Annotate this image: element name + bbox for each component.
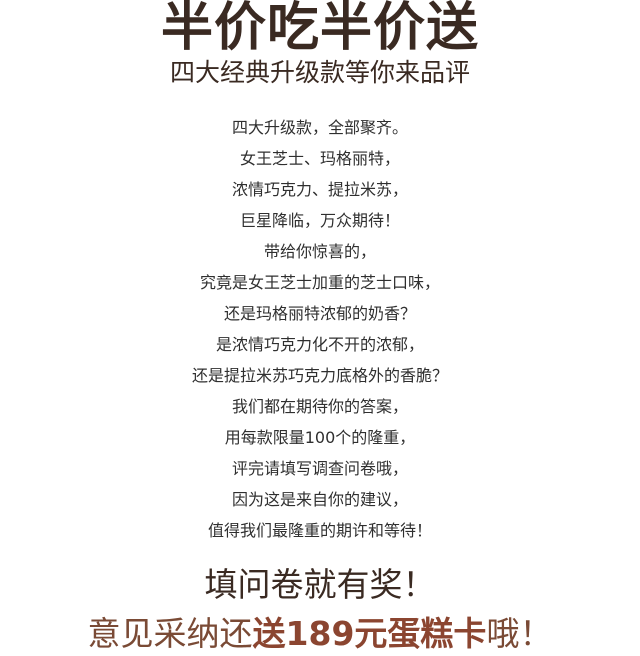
reward-line: 意见采纳还送189元蛋糕卡哦！	[0, 612, 640, 656]
page-title: 半价吃半价送	[160, 0, 479, 58]
body-line: 带给你惊喜的，	[263, 242, 376, 261]
body-line: 还是玛格丽特浓郁的奶香？	[223, 304, 416, 323]
reward-highlight: 送189元蛋糕卡	[252, 614, 487, 653]
survey-reward-heading: 填问卷就有奖！	[204, 565, 436, 604]
body-line: 我们都在期待你的答案，	[231, 397, 408, 416]
body-line: 值得我们最隆重的期许和等待！	[207, 521, 432, 540]
reward-prefix: 意见采纳还	[87, 614, 253, 653]
body-line: 还是提拉米苏巧克力底格外的香脆？	[191, 366, 448, 385]
body-line: 巨星降临，万众期待！	[239, 211, 400, 230]
body-line: 究竟是女王芝士加重的芝士口味，	[199, 273, 440, 292]
body-line: 四大升级款，全部聚齐。	[231, 118, 408, 137]
body-line: 因为这是来自你的建议，	[231, 490, 408, 509]
body-line: 用每款限量100个的隆重，	[224, 428, 416, 447]
reward-suffix: 哦！	[486, 614, 553, 653]
body-line: 评完请填写调查问卷哦，	[231, 459, 408, 478]
poem-text-block: 四大升级款，全部聚齐。 女王芝士、玛格丽特， 浓情巧克力、提拉米苏， 巨星降临，…	[0, 112, 640, 546]
page-subtitle: 四大经典升级款等你来品评	[169, 58, 470, 87]
body-line: 是浓情巧克力化不开的浓郁，	[215, 335, 424, 354]
body-line: 女王芝士、玛格丽特，	[239, 149, 400, 168]
body-line: 浓情巧克力、提拉米苏，	[231, 180, 408, 199]
